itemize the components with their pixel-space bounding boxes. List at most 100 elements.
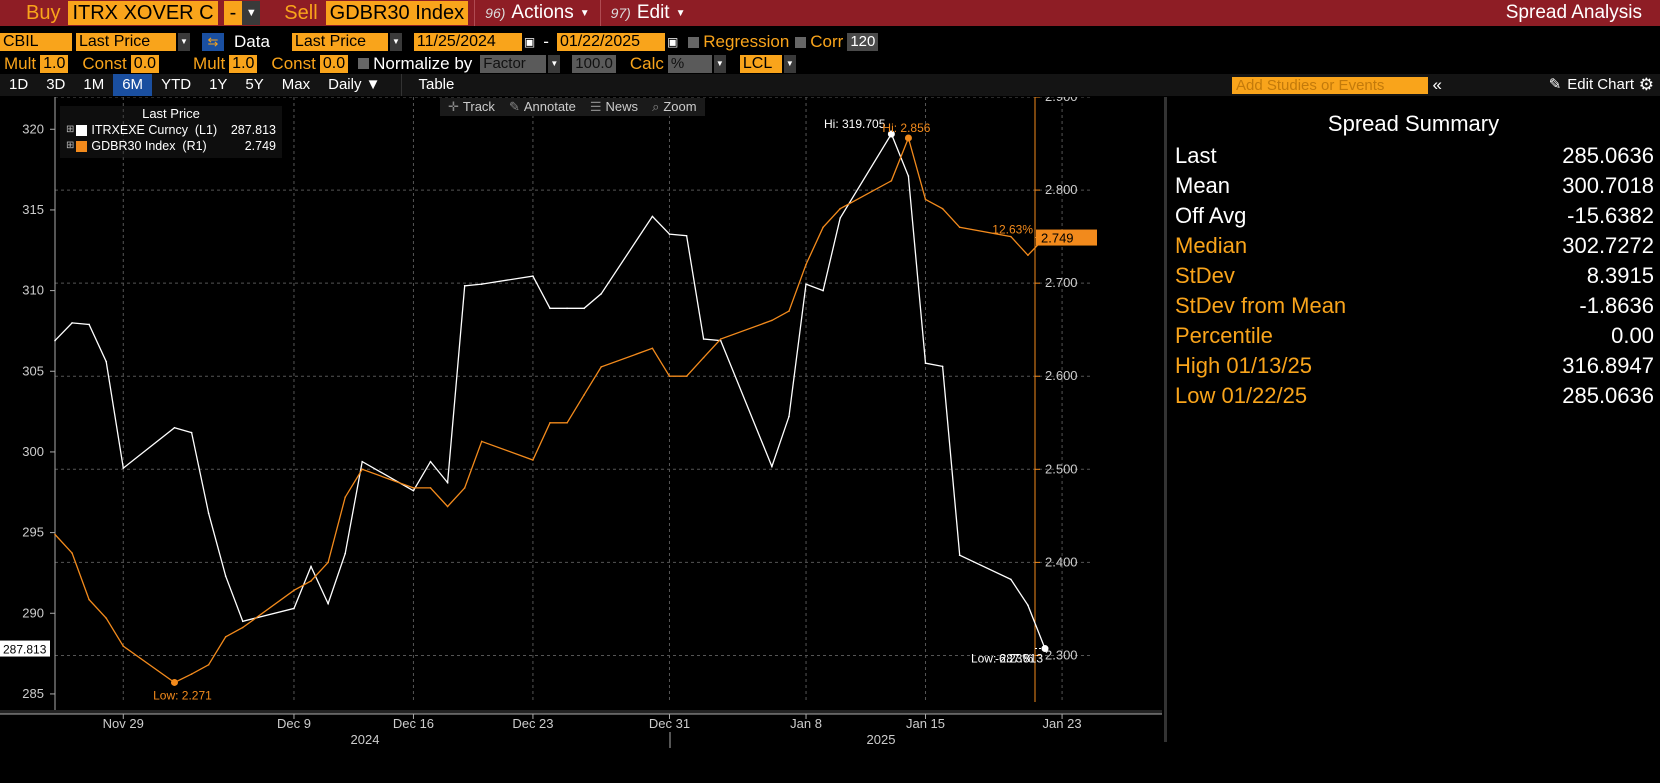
chevron-down-icon[interactable]: ▼ (713, 54, 726, 73)
expand-icon[interactable]: ⊞ (66, 140, 75, 151)
edit-menu[interactable]: 97) Edit ▼ (599, 0, 696, 26)
spread-chart[interactable]: 285 290 295 300 305 310 315 320 2.300 2.400 2.500 2… (0, 89, 1162, 783)
chevron-down-icon[interactable]: ▼ (389, 33, 402, 51)
data-point (122, 467, 125, 469)
lcl-select[interactable]: LCL (739, 54, 782, 73)
data-point (839, 217, 841, 219)
zoom-label: Zoom (663, 99, 697, 114)
high-label-gdbr: Hi: 2.856 (882, 121, 930, 135)
track-tool[interactable]: ✛ Track (448, 98, 495, 116)
swap-icon[interactable]: ⇆ (202, 33, 224, 51)
last-value-tag-gdbr (1036, 229, 1097, 246)
last-value-tag-itrx (0, 640, 50, 657)
legend-item-value: 2.749 (244, 139, 276, 153)
data-point (890, 179, 893, 182)
settings-row-1: CBIL Last Price ▼ ⇆ Data Last Price ▼ 11… (0, 32, 1660, 52)
data-point (429, 460, 432, 463)
summary-value: -15.6382 (1567, 203, 1654, 228)
data-point (88, 323, 90, 326)
x-axis-tick-label: Dec 16 (393, 716, 434, 731)
summary-row: StDev 8.3915 (1167, 261, 1660, 291)
field2-select[interactable]: Last Price (291, 33, 388, 51)
x-axis-band (0, 710, 1162, 714)
data-point (719, 338, 722, 340)
chevron-down-icon[interactable]: ▼ (548, 54, 561, 73)
corr-value-field[interactable]: 120 (847, 33, 879, 51)
interval-select[interactable]: Daily ▼ (328, 76, 381, 93)
legend-item-itrx[interactable]: ⊞ ITRXEXE Curncy (L1) 287.813 (60, 122, 282, 138)
x-axis-tick-label: Dec 9 (277, 716, 311, 731)
collapse-icon[interactable]: « (1432, 75, 1442, 94)
summary-row: Mean 300.7018 (1167, 171, 1660, 201)
x-axis-tick-label: Jan 23 (1043, 716, 1082, 731)
right-axis-tick-label: 2.800 (1045, 182, 1078, 197)
caret-down-icon: ▼ (579, 7, 590, 19)
data-point (224, 575, 227, 577)
period-ytd[interactable]: YTD (161, 76, 192, 93)
chevron-down-icon[interactable]: ▼ (783, 54, 796, 73)
data-point (446, 481, 449, 484)
high-marker-gdbr (904, 134, 912, 142)
data-point (344, 552, 346, 555)
left-axis-tick-label: 285 (22, 686, 44, 701)
period-3d[interactable]: 3D (46, 76, 66, 93)
period-bar: 1D 3D 1M 6M YTD 1Y 5Y Max Daily ▼ Table … (0, 74, 1660, 96)
data-point (105, 360, 108, 363)
sell-ticker-field[interactable]: GDBR30 Index (325, 1, 469, 25)
period-5y[interactable]: 5Y (245, 76, 264, 93)
sell-label: Sell (284, 1, 318, 24)
add-studies-input[interactable]: Add Studies or Events (1232, 77, 1428, 94)
expand-icon[interactable]: ⊞ (66, 124, 75, 135)
chevron-down-icon[interactable]: ▼ (242, 1, 261, 25)
mult2-field[interactable]: 1.0 (229, 54, 258, 73)
data-point (361, 460, 364, 463)
legend-swatch (76, 124, 88, 136)
data-point (480, 283, 483, 285)
chart-legend: Last Price ⊞ ITRXEXE Curncy (L1) 287.813… (60, 106, 282, 158)
data-point (310, 565, 312, 568)
normalize-checkbox[interactable] (358, 58, 370, 69)
data-point (54, 533, 56, 536)
gear-icon[interactable]: ⚙ (1638, 75, 1654, 94)
legend-item-gdbr[interactable]: ⊞ GDBR30 Index (R1) 2.749 (60, 138, 282, 154)
factor-field[interactable]: 100.0 (572, 54, 616, 73)
mult1-field[interactable]: 1.0 (40, 54, 69, 73)
calendar-icon[interactable]: ▣ (523, 35, 536, 49)
normalize-select[interactable]: Factor (480, 54, 547, 73)
news-icon: ☰ (589, 99, 602, 114)
field1-select[interactable]: Last Price (76, 33, 176, 51)
buy-side-field[interactable]: - (223, 1, 243, 25)
chart-area[interactable]: 285 290 295 300 305 310 315 320 2.300 2.400 2.500 2… (0, 89, 1162, 783)
data-point (941, 207, 944, 210)
edit-chart-button[interactable]: ✎ Edit Chart (1549, 74, 1634, 96)
start-date-field[interactable]: 11/25/2024 (413, 33, 522, 51)
corr-checkbox[interactable] (795, 36, 807, 48)
calc-select[interactable]: % (667, 54, 712, 73)
summary-value: 285.0636 (1562, 383, 1654, 408)
actions-menu[interactable]: 96) Actions ▼ (474, 0, 599, 26)
pencil-icon: ✎ (1548, 76, 1562, 93)
buy-ticker-field[interactable]: ITRX XOVER C (68, 1, 218, 25)
regression-checkbox[interactable] (688, 36, 700, 48)
data-point (651, 347, 654, 350)
calc-label: Calc (629, 53, 664, 73)
news-tool[interactable]: ☰ News (590, 98, 638, 116)
cbil-field[interactable]: CBIL (0, 33, 72, 51)
period-6m[interactable]: 6M (113, 74, 153, 96)
period-1m[interactable]: 1M (83, 76, 105, 93)
period-1y[interactable]: 1Y (209, 76, 228, 93)
const1-field[interactable]: 0.0 (130, 54, 160, 73)
table-button[interactable]: Table (401, 74, 470, 96)
period-1d[interactable]: 1D (9, 76, 29, 93)
calendar-icon[interactable]: ▣ (666, 35, 679, 49)
data-point (344, 496, 346, 499)
end-date-field[interactable]: 01/22/2025 (556, 33, 665, 51)
const2-field[interactable]: 0.0 (319, 54, 349, 73)
data-point (600, 293, 603, 295)
annotate-tool[interactable]: ✎ Annotate (509, 98, 576, 116)
chevron-down-icon[interactable]: ▼ (178, 33, 190, 51)
series-line-gdbr (54, 135, 1046, 684)
edit-menu-label: Edit (636, 2, 670, 23)
period-max[interactable]: Max (281, 76, 311, 93)
zoom-tool[interactable]: ⌕ Zoom (652, 98, 697, 116)
